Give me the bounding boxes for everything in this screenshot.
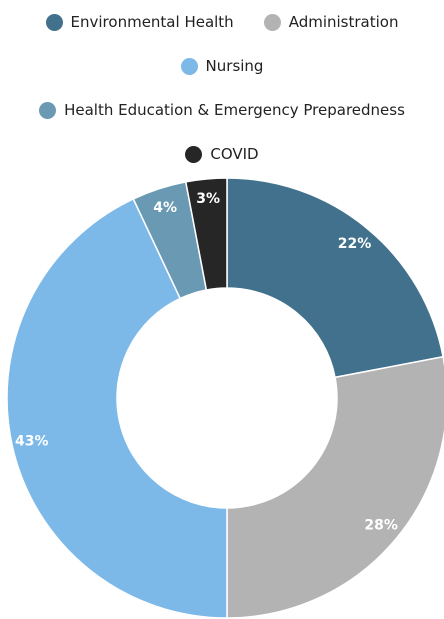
legend-label: Nursing (205, 57, 264, 75)
legend-marker (263, 13, 281, 31)
slice (6, 197, 228, 619)
chart: 22% 28% 43% 4% 3% (6, 177, 444, 619)
legend-marker (39, 101, 57, 119)
legend-item: Administration (263, 13, 399, 31)
legend-marker (180, 57, 198, 75)
data-label: 22% (338, 236, 372, 252)
legend-row: COVID (0, 132, 444, 176)
data-label: 4% (153, 200, 177, 216)
legend-label: Health Education & Emergency Preparednes… (64, 101, 405, 119)
legend-marker (45, 13, 63, 31)
slice (226, 355, 444, 619)
slice (226, 177, 444, 379)
legend-row: Nursing (0, 44, 444, 88)
legend-row: Health Education & Emergency Preparednes… (0, 88, 444, 132)
legend-label: Administration (288, 13, 399, 31)
data-label: 43% (15, 434, 49, 450)
slice (184, 177, 228, 291)
legend-marker (185, 145, 203, 163)
data-label: 28% (364, 517, 398, 533)
legend-item: Environmental Health (45, 13, 234, 31)
legend-item: Health Education & Emergency Preparednes… (39, 101, 405, 119)
data-label: 3% (196, 191, 220, 207)
legend-label: Environmental Health (70, 13, 234, 31)
legend-row: Environmental Health Administration (0, 0, 444, 44)
legend-item: COVID (185, 145, 259, 163)
legend-label: COVID (210, 145, 259, 163)
legend-item: Nursing (180, 57, 264, 75)
legend: Environmental Health Administration Nursin… (0, 0, 444, 176)
